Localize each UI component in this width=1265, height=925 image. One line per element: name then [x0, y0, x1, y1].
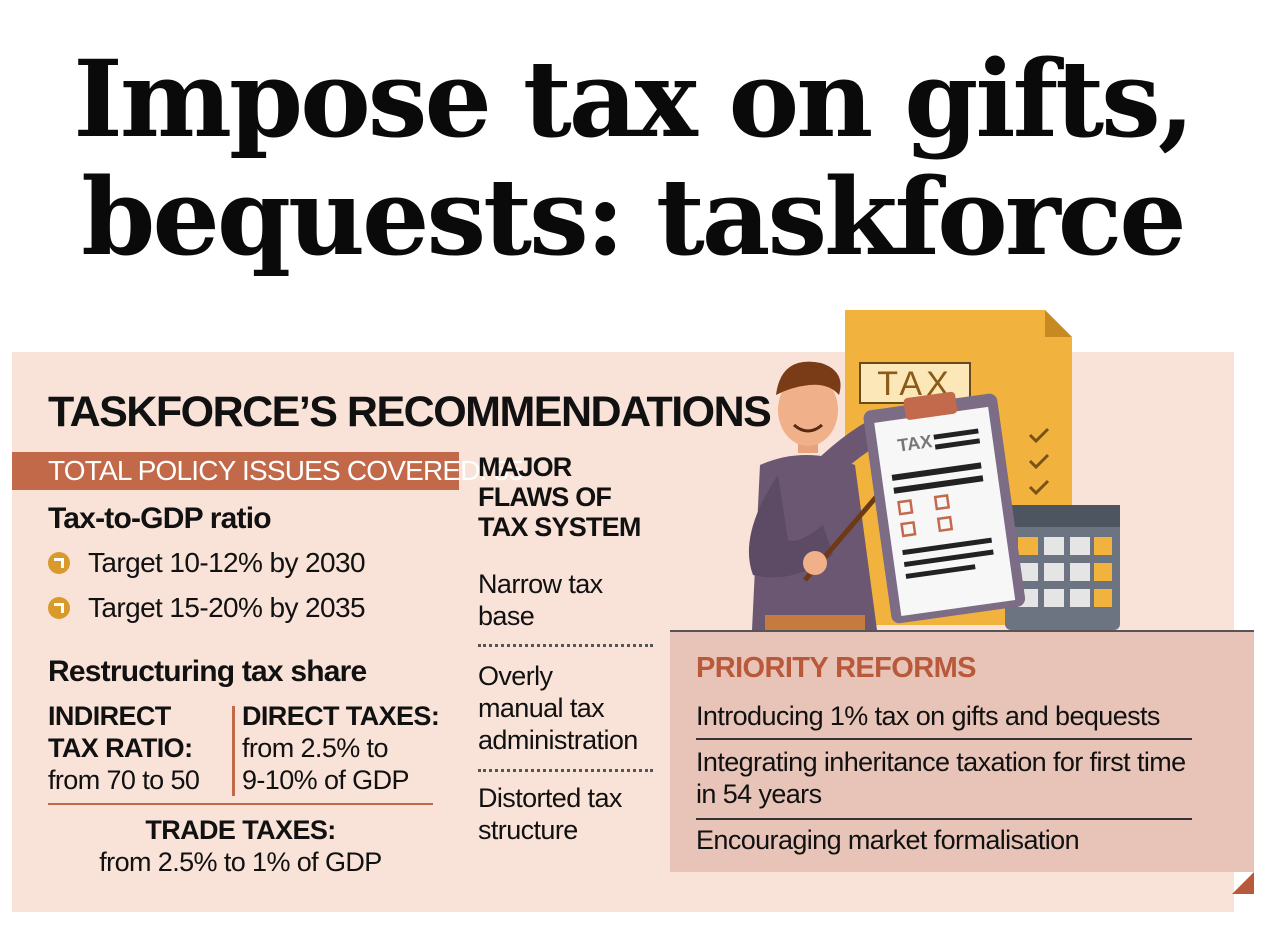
target-text: Target 10-12% by 2030: [88, 547, 366, 578]
reform-item: Integrating inheritance taxation for fir…: [696, 747, 1186, 809]
flaw-line: Overly: [478, 661, 553, 691]
headline: Impose tax on gifts, bequests: taskforce: [0, 40, 1265, 276]
reforms-title: PRIORITY REFORMS: [696, 652, 976, 684]
tax-illustration: TAX TAX: [748, 310, 1120, 635]
policy-issues-banner: TOTAL POLICY ISSUES COVERED: 55: [12, 452, 524, 490]
divider: [48, 803, 433, 805]
indirect-value: from 70 to 50: [48, 765, 200, 795]
dotted-divider: [478, 769, 653, 772]
direct-label: DIRECT TAXES:: [242, 701, 440, 731]
direct-tax-block: DIRECT TAXES: from 2.5% to 9-10% of GDP: [242, 700, 440, 796]
clipboard-icon: TAX: [863, 391, 1026, 624]
flaw-line: manual tax: [478, 693, 605, 723]
flaws-title-1: MAJOR: [478, 452, 572, 482]
reform-divider: [696, 738, 1192, 740]
flaw-line: administration: [478, 725, 638, 755]
recommendations-title: TASKFORCE’S RECOMMENDATIONS: [48, 388, 772, 436]
headline-line-1: Impose tax on gifts,: [73, 36, 1195, 161]
trade-tax-block: TRADE TAXES: from 2.5% to 1% of GDP: [48, 814, 433, 878]
trade-label: TRADE TAXES:: [145, 815, 336, 845]
target-text: Target 15-20% by 2035: [88, 592, 366, 623]
flaw-item: Overly manual tax administration: [478, 660, 638, 756]
flaw-line: Narrow tax: [478, 569, 603, 599]
corner-accent: [1232, 872, 1254, 894]
tax-gdp-heading: Tax-to-GDP ratio: [48, 502, 272, 535]
flaws-title: MAJOR FLAWS OF TAX SYSTEM: [478, 452, 641, 542]
priority-reforms-box: PRIORITY REFORMS Introducing 1% tax on g…: [670, 630, 1254, 872]
dotted-divider: [478, 644, 653, 647]
flaw-line: Distorted tax: [478, 783, 622, 813]
trade-value: from 2.5% to 1% of GDP: [99, 847, 382, 877]
flaw-item: Distorted tax structure: [478, 782, 622, 846]
reform-item: Introducing 1% tax on gifts and bequests: [696, 701, 1160, 731]
flaw-line: base: [478, 601, 535, 631]
indirect-tax-block: INDIRECT TAX RATIO: from 70 to 50: [48, 700, 200, 796]
clipboard-label: TAX: [896, 431, 933, 456]
direct-value-1: from 2.5% to: [242, 733, 388, 763]
direct-value-2: 9-10% of GDP: [242, 765, 409, 795]
arrow-bullet-icon: [48, 552, 70, 574]
indirect-label-1: INDIRECT: [48, 701, 171, 731]
column-divider: [232, 706, 235, 796]
flaw-item: Narrow tax base: [478, 568, 603, 632]
headline-line-2: bequests: taskforce: [81, 154, 1186, 279]
target-item: Target 15-20% by 2035: [48, 592, 366, 624]
reform-divider: [696, 818, 1192, 820]
flaws-title-2: FLAWS OF: [478, 482, 612, 512]
indirect-label-2: TAX RATIO:: [48, 733, 193, 763]
restructuring-heading: Restructuring tax share: [48, 655, 367, 688]
calendar-icon: [1005, 505, 1120, 630]
flaws-title-3: TAX SYSTEM: [478, 512, 641, 542]
arrow-bullet-icon: [48, 597, 70, 619]
flaw-line: structure: [478, 815, 578, 845]
reform-item: Encouraging market formalisation: [696, 825, 1080, 855]
target-item: Target 10-12% by 2030: [48, 547, 366, 579]
